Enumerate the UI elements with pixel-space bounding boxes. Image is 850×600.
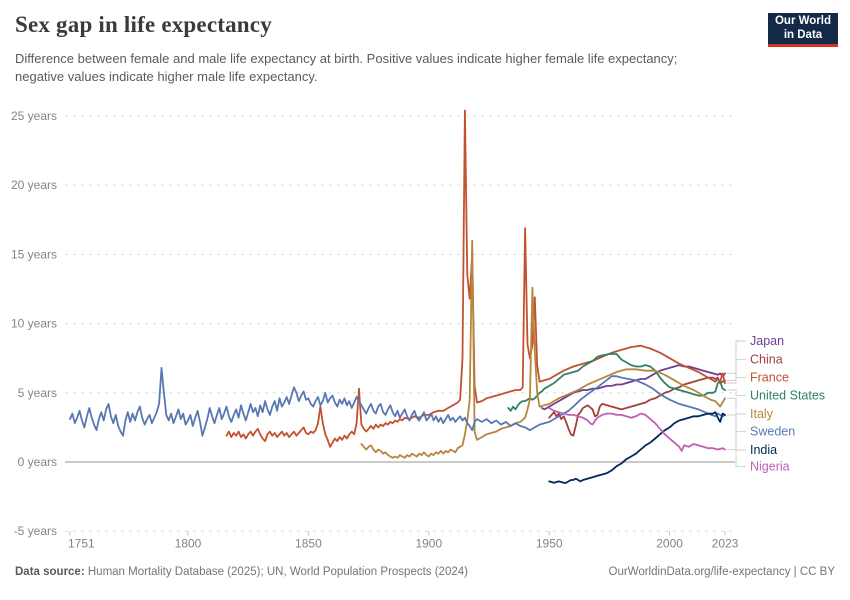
x-tick-label: 1850	[295, 537, 322, 551]
x-tick-label: 1950	[536, 537, 563, 551]
data-source-label: Data source:	[15, 566, 85, 578]
owid-logo-line1: Our World	[774, 14, 831, 27]
series-label-nigeria[interactable]: Nigeria	[750, 460, 790, 474]
y-tick-label: 20 years	[11, 178, 57, 192]
series-line-china[interactable]	[548, 376, 726, 437]
series-line-france[interactable]	[225, 109, 726, 448]
y-tick-label: -5 years	[14, 524, 57, 538]
x-tick-label: 2023	[712, 537, 739, 551]
chart-footer: Data source: Human Mortality Database (2…	[15, 566, 835, 578]
data-source-text: Human Mortality Database (2025); UN, Wor…	[84, 566, 468, 578]
chart-subtitle: Difference between female and male life …	[15, 51, 678, 85]
y-tick-label: 10 years	[11, 317, 57, 331]
series-line-india[interactable]	[548, 411, 726, 484]
y-tick-label: 25 years	[11, 109, 57, 123]
x-tick-label: 2000	[656, 537, 683, 551]
series-line-nigeria[interactable]	[548, 407, 726, 452]
y-tick-label: 15 years	[11, 247, 57, 261]
x-tick-label: 1900	[415, 537, 442, 551]
label-connector-italy	[727, 397, 746, 415]
series-label-china[interactable]: China	[750, 353, 783, 367]
page-title: Sex gap in life expectancy	[15, 12, 272, 37]
x-tick-label: 1800	[175, 537, 202, 551]
label-connector-japan	[727, 340, 746, 375]
label-connector-china	[727, 358, 746, 381]
y-tick-label: 0 years	[18, 455, 57, 469]
x-tick-label: 1751	[68, 537, 95, 551]
series-label-japan[interactable]: Japan	[750, 334, 784, 348]
label-connector-france	[727, 376, 746, 384]
series-label-india[interactable]: India	[750, 443, 777, 457]
y-tick-label: 5 years	[18, 386, 57, 400]
label-connector-nigeria	[727, 448, 746, 468]
owid-logo-line2: in Data	[783, 28, 823, 41]
label-connector-united-states	[727, 389, 746, 397]
series-label-united-states[interactable]: United States	[750, 389, 825, 403]
owid-logo[interactable]: Our World in Data	[768, 13, 838, 47]
label-connector-india	[727, 414, 746, 451]
license-note[interactable]: OurWorldinData.org/life-expectancy | CC …	[608, 566, 835, 578]
series-label-france[interactable]: France	[750, 371, 789, 385]
series-label-sweden[interactable]: Sweden	[750, 425, 795, 439]
series-label-italy[interactable]: Italy	[750, 407, 774, 421]
chart-plot-area[interactable]: -5 years 0 years 5 years 10 years 15 years 20…	[0, 100, 850, 555]
series-line-italy[interactable]	[360, 239, 726, 459]
data-source-note: Data source: Human Mortality Database (2…	[15, 566, 468, 578]
series-line-sweden[interactable]	[69, 367, 726, 437]
series-line-japan[interactable]	[541, 364, 726, 411]
